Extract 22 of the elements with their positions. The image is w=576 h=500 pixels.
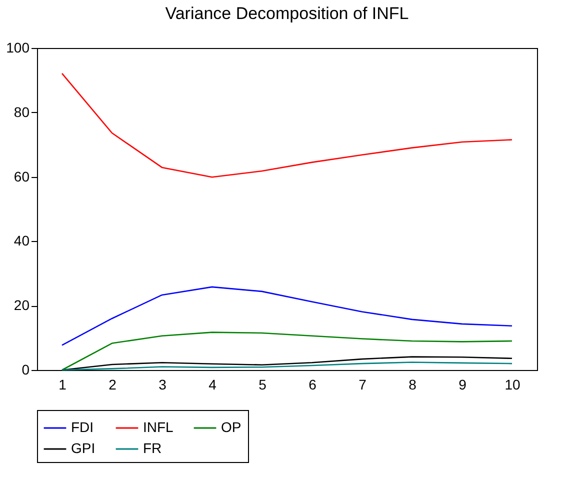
x-tick-label: 8 (408, 376, 417, 392)
x-tick-label: 4 (208, 376, 217, 392)
y-tick-label: 60 (14, 168, 30, 184)
y-tick-label: 40 (14, 232, 30, 249)
chart-title: Variance Decomposition of INFL (165, 4, 409, 23)
legend-label: OP (221, 419, 242, 435)
x-tick-label: 6 (308, 376, 317, 392)
x-tick-label: 9 (458, 376, 467, 392)
x-tick-label: 2 (108, 376, 117, 392)
y-tick-label: 80 (14, 104, 30, 120)
x-tick-label: 1 (58, 376, 67, 392)
legend-label: FR (143, 440, 162, 456)
y-tick-label: 20 (14, 297, 30, 314)
x-tick-label: 3 (158, 376, 167, 392)
x-tick-label: 5 (258, 376, 267, 392)
y-tick-label: 0 (22, 362, 30, 378)
legend-label: FDI (71, 419, 94, 435)
y-tick-label: 100 (6, 40, 30, 56)
x-tick-label: 7 (358, 376, 367, 392)
legend-label: GPI (71, 440, 96, 456)
legend-label: INFL (143, 419, 174, 435)
x-tick-label: 10 (504, 376, 520, 392)
